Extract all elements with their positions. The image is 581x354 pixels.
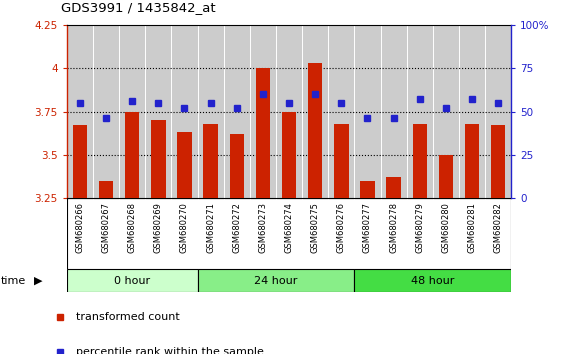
Bar bbox=[360, 181, 375, 198]
Bar bbox=[203, 124, 218, 198]
Bar bbox=[198, 269, 354, 292]
Text: GSM680278: GSM680278 bbox=[389, 202, 398, 253]
Bar bbox=[177, 132, 192, 198]
Text: GSM680269: GSM680269 bbox=[154, 202, 163, 253]
Text: GSM680270: GSM680270 bbox=[180, 202, 189, 253]
Text: GSM680271: GSM680271 bbox=[206, 202, 215, 253]
Bar bbox=[465, 124, 479, 198]
Text: GSM680275: GSM680275 bbox=[311, 202, 320, 253]
Text: GSM680282: GSM680282 bbox=[494, 202, 503, 253]
Text: GSM680281: GSM680281 bbox=[468, 202, 476, 253]
Bar bbox=[308, 63, 322, 198]
Bar bbox=[491, 125, 505, 198]
Text: GSM680268: GSM680268 bbox=[128, 202, 137, 253]
Bar bbox=[229, 134, 244, 198]
Bar bbox=[413, 124, 427, 198]
Text: GSM680266: GSM680266 bbox=[76, 202, 84, 253]
Bar bbox=[73, 125, 87, 198]
Text: ▶: ▶ bbox=[34, 275, 42, 286]
Bar bbox=[334, 124, 349, 198]
Text: GSM680272: GSM680272 bbox=[232, 202, 241, 253]
Bar bbox=[282, 112, 296, 198]
Bar bbox=[151, 120, 166, 198]
Bar bbox=[386, 177, 401, 198]
Text: GSM680280: GSM680280 bbox=[442, 202, 450, 253]
Text: GSM680276: GSM680276 bbox=[337, 202, 346, 253]
Text: GDS3991 / 1435842_at: GDS3991 / 1435842_at bbox=[61, 1, 216, 14]
Bar bbox=[256, 68, 270, 198]
Bar bbox=[354, 269, 511, 292]
Text: 0 hour: 0 hour bbox=[114, 275, 150, 286]
Text: GSM680279: GSM680279 bbox=[415, 202, 424, 253]
Bar bbox=[67, 269, 198, 292]
Text: time: time bbox=[1, 275, 26, 286]
Text: 48 hour: 48 hour bbox=[411, 275, 454, 286]
Text: percentile rank within the sample: percentile rank within the sample bbox=[76, 347, 264, 354]
Text: GSM680267: GSM680267 bbox=[102, 202, 110, 253]
Text: 24 hour: 24 hour bbox=[254, 275, 297, 286]
Text: GSM680273: GSM680273 bbox=[259, 202, 267, 253]
Text: transformed count: transformed count bbox=[76, 312, 180, 322]
Bar bbox=[99, 181, 113, 198]
Text: GSM680277: GSM680277 bbox=[363, 202, 372, 253]
Text: GSM680274: GSM680274 bbox=[285, 202, 293, 253]
Bar bbox=[125, 112, 139, 198]
Bar bbox=[439, 155, 453, 198]
